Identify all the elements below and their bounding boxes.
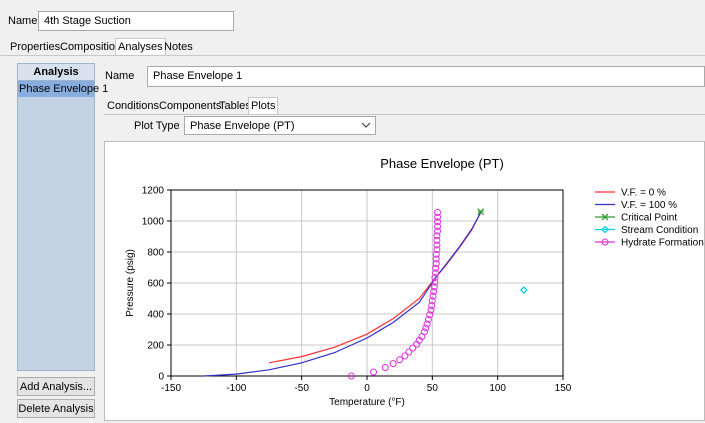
x-tick-label: -100 [226, 383, 246, 394]
tab-composition[interactable]: Composition [60, 41, 122, 53]
y-tick-label: 600 [147, 279, 164, 290]
x-tick-label: 100 [489, 383, 506, 394]
hydrate-point [432, 250, 440, 258]
analysis-list-header: Analysis [18, 64, 94, 81]
hydrate-point [424, 315, 432, 323]
tab-tables[interactable]: Tables [219, 100, 251, 112]
series-line [268, 212, 482, 364]
y-tick-label: 400 [147, 310, 164, 321]
analysis-name-field[interactable]: Phase Envelope 1 [147, 66, 705, 87]
tab-plots[interactable]: Plots [248, 97, 279, 114]
chart-title: Phase Envelope (PT) [380, 156, 504, 171]
series-1 [203, 212, 482, 377]
series-line [203, 212, 482, 377]
legend-label: Hydrate Formation [621, 238, 704, 249]
hydrate-point [434, 227, 442, 235]
legend-label: Critical Point [621, 213, 677, 224]
hydrate-point [422, 324, 430, 332]
hydrate-point [431, 274, 439, 282]
hydrate-point [347, 372, 355, 380]
hydrate-point [405, 348, 413, 356]
stream-name-field[interactable]: 4th Stage Suction [38, 11, 234, 31]
x-tick-label: -150 [161, 383, 181, 394]
name-label: Name [8, 15, 38, 27]
hydrate-point [428, 301, 436, 309]
critical-point-marker [477, 208, 485, 216]
hydrate-point [433, 246, 441, 254]
hydrate-point [434, 213, 442, 221]
tab-analyses[interactable]: Analyses [115, 38, 166, 55]
hydrate-point [433, 236, 441, 244]
legend-label: V.F. = 0 % [621, 188, 666, 199]
hydrate-point [433, 241, 441, 249]
y-tick-label: 1200 [142, 186, 165, 197]
hydrate-point [423, 320, 431, 328]
plot-panel: Phase Envelope (PT) -150 -100 -50 0 50 100 150… [104, 141, 705, 421]
hydrate-point [432, 255, 440, 263]
chevron-down-icon[interactable] [361, 119, 371, 135]
x-tick-label: 50 [427, 383, 439, 394]
hydrate-point [434, 218, 442, 226]
hydrate-point [401, 352, 409, 360]
stream-condition-point [601, 225, 609, 234]
hydrate-point [433, 232, 441, 240]
x-tick-label: -50 [294, 383, 309, 394]
y-axis-label: Pressure (psig) [125, 249, 136, 317]
legend-label: Stream Condition [621, 225, 698, 236]
hydrate-point [434, 222, 442, 230]
x-tick-label: 0 [364, 383, 370, 394]
hydrate-point [432, 264, 440, 272]
delete-analysis-button[interactable]: Delete Analysis [17, 399, 95, 418]
hydrate-point [396, 356, 404, 364]
tab-strip-border [0, 55, 705, 56]
hydrate-point [389, 360, 397, 368]
plot-type-select[interactable]: Phase Envelope (PT) [184, 116, 376, 135]
list-item-phase-envelope-1[interactable]: Phase Envelope 1 [18, 81, 109, 97]
hydrate-point [420, 328, 428, 336]
hydrate-point [431, 278, 439, 286]
y-tick-label: 800 [147, 248, 164, 259]
stream-condition-point [519, 286, 528, 294]
phase-envelope-chart: Phase Envelope (PT) -150 -100 -50 0 50 100 150… [125, 156, 704, 408]
tab-notes[interactable]: Notes [164, 41, 193, 53]
series-4 [347, 208, 442, 380]
hydrate-point [434, 208, 442, 216]
analysis-name-label: Name [105, 70, 135, 82]
tab-properties[interactable]: Properties [10, 41, 61, 53]
hydrate-point [430, 288, 438, 296]
hydrate-point [409, 344, 417, 352]
hydrate-point [429, 292, 437, 300]
subtab-strip-border [104, 114, 705, 115]
hydrate-point [427, 306, 435, 314]
hydrate-point [381, 363, 389, 371]
series-0 [268, 212, 482, 364]
hydrate-point [430, 283, 438, 291]
hydrate-point [370, 368, 378, 376]
analysis-list[interactable]: Analysis Phase Envelope 1 [17, 63, 109, 371]
legend-label: V.F. = 100 % [621, 200, 677, 211]
hydrate-point [432, 260, 440, 268]
hydrate-point [432, 269, 440, 277]
x-axis-label: Temperature (°F) [329, 397, 405, 408]
y-tick-label: 0 [158, 372, 164, 383]
x-tick-label: 150 [555, 383, 572, 394]
add-analysis-button[interactable]: Add Analysis... [17, 377, 95, 396]
plot-type-value: Phase Envelope (PT) [190, 120, 295, 132]
hydrate-point [601, 238, 609, 246]
critical-point-marker [601, 213, 609, 221]
series-2 [477, 208, 485, 216]
hydrate-point [428, 297, 436, 305]
tab-conditions[interactable]: Conditions [107, 100, 159, 112]
y-tick-label: 1000 [142, 217, 165, 228]
hydrate-point [426, 311, 434, 319]
plot-type-label: Plot Type [134, 120, 180, 132]
y-tick-label: 200 [147, 341, 164, 352]
series-3 [519, 286, 528, 294]
tab-components[interactable]: Components [159, 100, 222, 112]
